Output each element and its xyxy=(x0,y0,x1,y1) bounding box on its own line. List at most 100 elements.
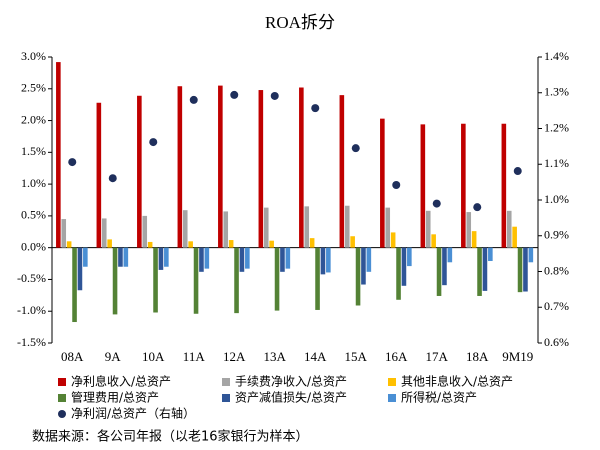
bar xyxy=(512,226,517,248)
x-tick-label: 12A xyxy=(223,349,246,364)
roa-dot xyxy=(513,167,522,176)
bar xyxy=(182,210,188,248)
y2-tick-label: 1.1% xyxy=(544,156,569,170)
x-tick-label: 08A xyxy=(61,349,84,364)
bar xyxy=(380,118,385,248)
bar xyxy=(234,247,239,314)
bar xyxy=(228,240,234,248)
bar xyxy=(420,124,426,248)
bar xyxy=(425,210,431,248)
bar xyxy=(56,62,61,248)
legend-label: 资产减值损失/总资产 xyxy=(235,390,347,405)
bar xyxy=(137,95,142,248)
bar xyxy=(304,206,310,248)
bar xyxy=(147,241,153,248)
bar xyxy=(471,231,477,248)
legend-marker xyxy=(58,378,66,386)
roa-dot xyxy=(189,95,198,104)
bar xyxy=(315,247,320,310)
bar xyxy=(263,207,269,248)
y2-tick-label: 0.6% xyxy=(544,335,569,349)
bar xyxy=(436,247,442,296)
y2-tick-label: 1.0% xyxy=(544,192,569,206)
bar xyxy=(177,86,183,248)
chart-title: ROA拆分 xyxy=(265,13,335,32)
bar xyxy=(123,247,129,267)
bar xyxy=(280,247,285,272)
x-tick-label: 15A xyxy=(345,349,368,364)
bar xyxy=(506,210,512,248)
x-tick-label: 10A xyxy=(142,349,165,364)
legend-label: 净利润/总资产（右轴） xyxy=(71,406,195,421)
x-tick-label: 9A xyxy=(105,349,122,364)
y2-tick-label: 1.3% xyxy=(544,85,569,99)
bar xyxy=(517,247,523,293)
y-tick-label: -0.5% xyxy=(17,271,46,285)
bar xyxy=(142,215,148,248)
bar xyxy=(285,247,291,269)
bar xyxy=(431,234,436,248)
bar xyxy=(299,87,304,248)
y2-tick-label: 1.2% xyxy=(544,120,569,134)
bar xyxy=(339,95,345,248)
roa-dot xyxy=(432,199,441,208)
bar xyxy=(477,247,482,296)
bar xyxy=(96,102,102,248)
legend-label: 所得税/总资产 xyxy=(401,390,477,405)
bar xyxy=(501,123,507,248)
roa-dot xyxy=(270,91,279,100)
bar xyxy=(385,207,391,248)
bar xyxy=(528,247,534,263)
y-tick-label: 2.0% xyxy=(21,112,46,126)
bar xyxy=(72,247,77,323)
bar xyxy=(461,123,466,248)
bar xyxy=(466,212,472,248)
legend-marker xyxy=(388,394,396,402)
x-tick-label: 13A xyxy=(264,349,287,364)
x-tick-label: 16A xyxy=(385,349,408,364)
x-tick-label: 9M19 xyxy=(502,349,533,364)
roa-dot xyxy=(351,144,360,153)
roa-dot xyxy=(149,138,158,147)
legend-marker xyxy=(222,378,230,386)
y-tick-label: 2.5% xyxy=(21,81,46,95)
bar xyxy=(118,247,123,267)
source-note: 数据来源：各公司年报（以老16家银行为样本） xyxy=(32,429,309,445)
bar xyxy=(482,247,488,291)
legend-marker xyxy=(58,410,66,418)
y-tick-label: -1.5% xyxy=(17,335,46,349)
bar xyxy=(488,247,493,262)
y-tick-label: 1.5% xyxy=(21,144,46,158)
bar xyxy=(218,85,223,248)
bar xyxy=(164,247,169,267)
bar xyxy=(396,247,401,300)
bar xyxy=(245,247,250,269)
legend-marker xyxy=(58,394,66,402)
bar xyxy=(239,247,245,272)
bar xyxy=(350,236,355,248)
bar xyxy=(407,247,412,267)
x-tick-label: 11A xyxy=(183,349,206,364)
bar xyxy=(112,247,118,315)
bar xyxy=(101,218,107,248)
bar xyxy=(158,247,164,270)
bar xyxy=(153,247,158,313)
legend-marker xyxy=(222,394,230,402)
x-tick-label: 18A xyxy=(466,349,489,364)
legend-label: 其他非息收入/总资产 xyxy=(401,374,513,389)
roa-dot xyxy=(230,90,239,99)
bar xyxy=(447,247,453,263)
bar xyxy=(258,90,264,248)
y2-tick-label: 0.7% xyxy=(544,299,569,313)
bar xyxy=(107,239,112,248)
bar xyxy=(66,241,72,248)
y-tick-label: -1.0% xyxy=(17,303,46,317)
bar xyxy=(223,211,229,248)
bar xyxy=(204,247,210,269)
bar xyxy=(77,247,83,291)
bar xyxy=(83,247,88,267)
bar xyxy=(61,219,67,248)
bar xyxy=(523,247,528,292)
bar xyxy=(355,247,361,306)
